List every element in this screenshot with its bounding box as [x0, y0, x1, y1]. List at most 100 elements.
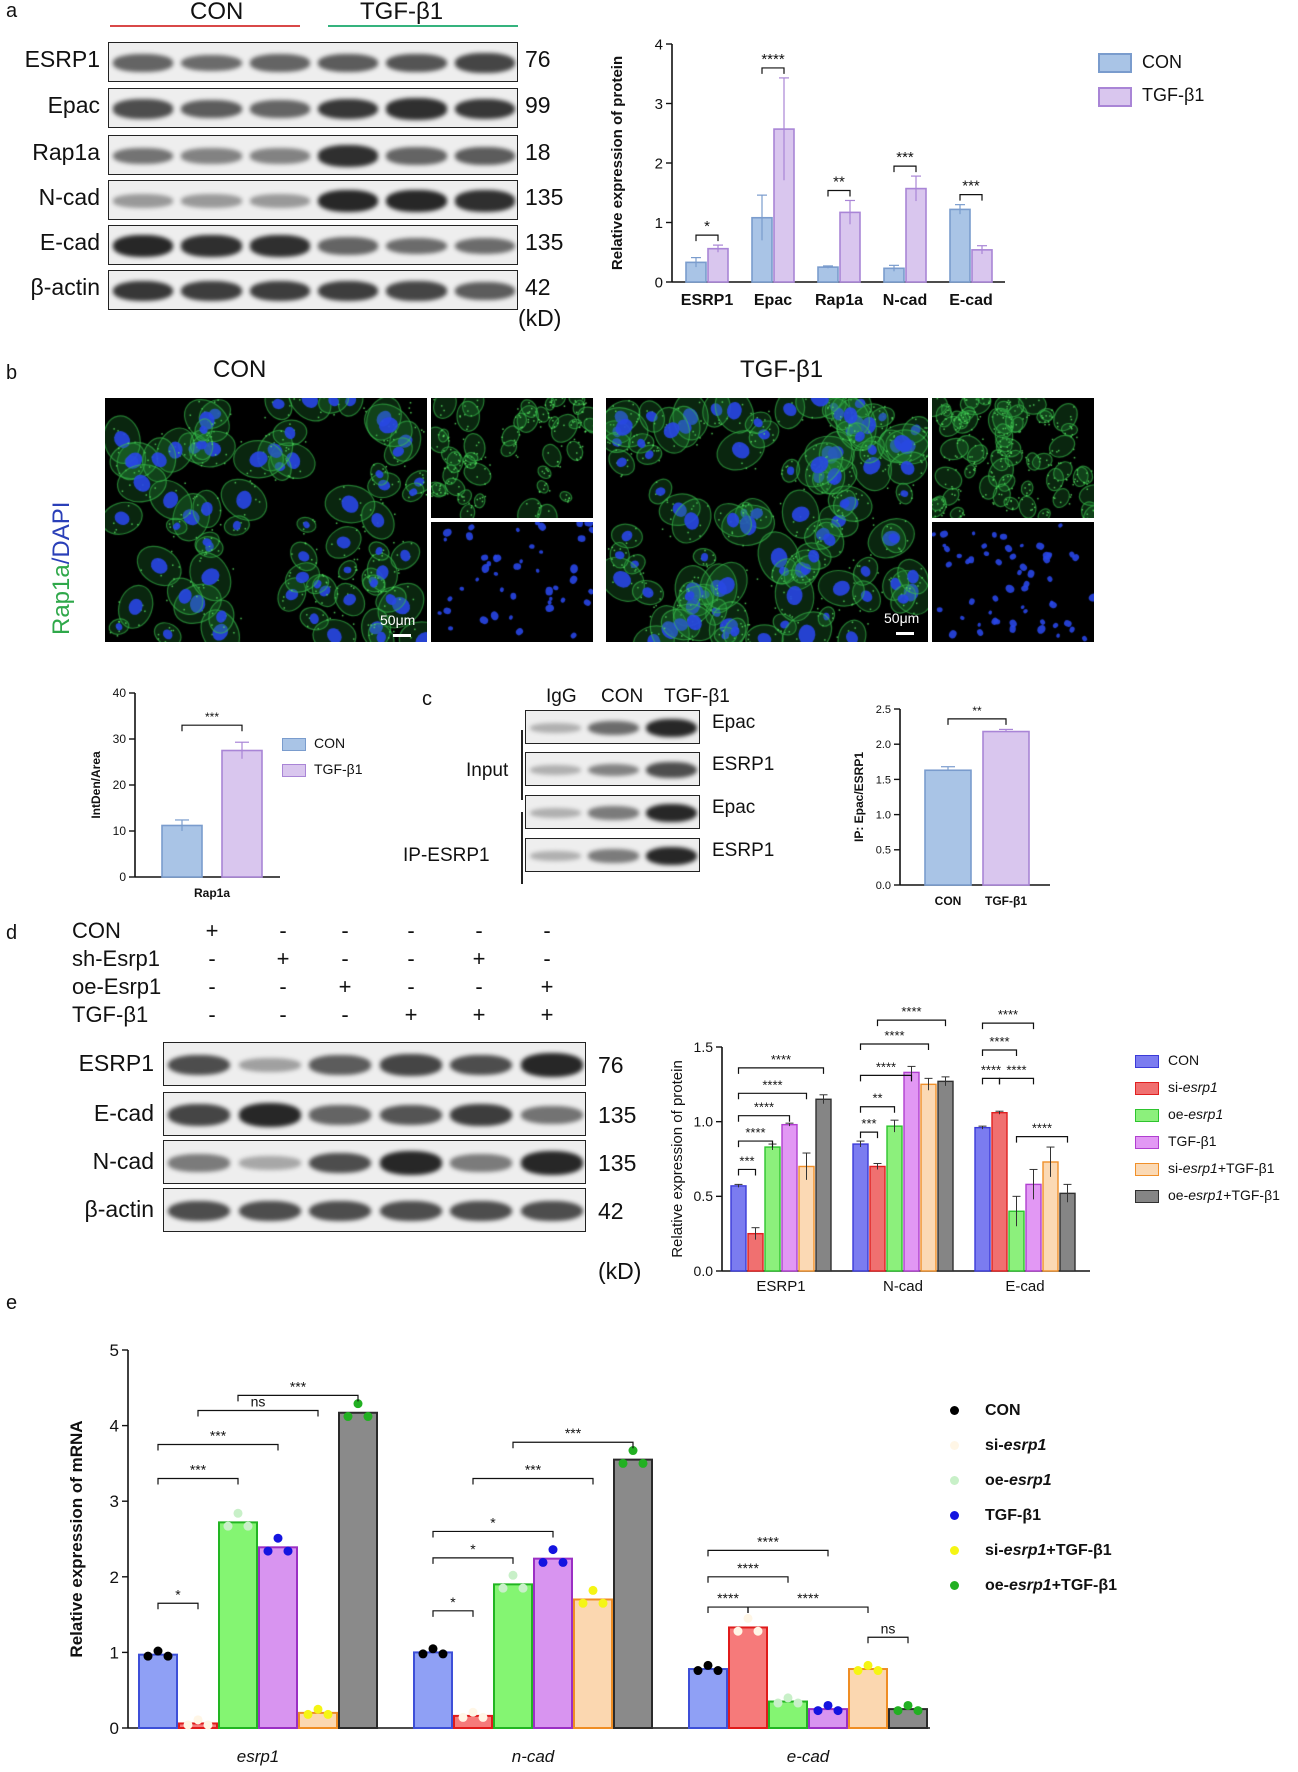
- d-bar-oe-esrp1+TGF-β1: [1059, 1192, 1076, 1272]
- e-data-point: [468, 1707, 478, 1717]
- d-sig-label: ****: [1032, 1121, 1052, 1136]
- blot-a-Epac-strip: [108, 88, 518, 128]
- blot-d-kd: 135: [598, 1150, 637, 1176]
- e-y-tick-label: 4: [110, 1417, 119, 1436]
- lane-label-tgf: TGF-β1: [664, 686, 730, 707]
- e-data-point: [353, 1399, 363, 1409]
- blot-d-ESRP1-band: [450, 1054, 513, 1076]
- e-legend-label: TGF-β1: [985, 1507, 1041, 1524]
- c-x-tick-label: TGF-β1: [985, 894, 1027, 908]
- d-legend-label: si-: [1168, 1079, 1183, 1095]
- d-sig-label: ****: [901, 1004, 921, 1019]
- e-sig-label: ***: [290, 1378, 307, 1394]
- blot-d-ESRP1-band: [520, 1052, 583, 1077]
- d-kd-unit: (kD): [598, 1258, 642, 1284]
- blot-c-Epac-band: [646, 718, 698, 738]
- d-legend-label-italic: esrp1: [1188, 1106, 1224, 1122]
- section-label-ip: IP-ESRP1: [403, 845, 490, 866]
- e-data-point: [313, 1704, 323, 1714]
- d-bar-si-esrp1: [869, 1165, 886, 1272]
- a-bar-TGF-β1: [905, 187, 927, 283]
- d-legend-label: CON: [1168, 1052, 1200, 1068]
- e-legend-label: si-: [985, 1542, 1004, 1559]
- condition-sign: +: [540, 1002, 554, 1027]
- input-bracket: [521, 730, 523, 800]
- blot-d-N-cad-band: [379, 1150, 442, 1175]
- e-sig-bracket: [747, 1606, 869, 1614]
- blot-a-N-cad-band: [386, 190, 447, 212]
- e-data-point: [273, 1533, 283, 1543]
- d-bar-si-esrp1+TGF-β1: [798, 1165, 815, 1272]
- panel-label-c: c: [422, 688, 432, 710]
- e-legend-dot: [950, 1441, 959, 1451]
- micrograph-tgf-rap1a: [932, 398, 1094, 518]
- blot-a-E-cad-band: [249, 235, 310, 257]
- blot-c-ESRP1-band: [529, 851, 581, 861]
- e-data-point: [733, 1626, 743, 1636]
- e-sig-bracket: [707, 1606, 749, 1614]
- blot-d-ESRP1-strip: [163, 1042, 586, 1086]
- stain-label-rap1a: Rap1a: [48, 564, 75, 635]
- d-sig-label: ****: [771, 1052, 791, 1067]
- legend-swatch-con: [1098, 53, 1132, 74]
- e-bar-CON: [138, 1653, 178, 1729]
- a-sig-label: ****: [761, 51, 785, 68]
- a-sig-bracket: [761, 67, 785, 74]
- e-sig-label: ns: [881, 1620, 896, 1636]
- blot-a-label: E-cad: [39, 229, 100, 255]
- blot-d-ESRP1-band: [238, 1057, 301, 1073]
- blot-d-ESRP1-band: [379, 1054, 442, 1076]
- e-sig-bracket: [472, 1477, 594, 1485]
- e-sig-bracket: [157, 1602, 199, 1610]
- chart-c-ip-ratio: 0.0 0.5 1.0 1.5 2.0 2.5 IP: Epac/ESRP1 CON TGF-β…: [852, 704, 1050, 908]
- b-bar-TGF-β1: [221, 749, 263, 878]
- e-legend-item: si-esrp1+TGF-β1: [950, 1542, 1112, 1560]
- condition-sign: -: [208, 974, 216, 999]
- e-data-point: [143, 1651, 153, 1661]
- c-y-tick-label: 0.5: [876, 845, 891, 857]
- d-sig-label: ***: [739, 1153, 754, 1168]
- stain-label: Rap1a/DAPI: [48, 502, 76, 635]
- d-legend-item: si-esrp1: [1135, 1079, 1218, 1095]
- blot-c-ESRP1-band: [529, 765, 581, 775]
- blot-a-ESRP1-band: [249, 54, 310, 72]
- e-y-tick-label: 0: [110, 1719, 119, 1738]
- e-sig-label: ****: [717, 1590, 739, 1606]
- condition-sign: +: [276, 946, 290, 971]
- condition-label: sh-Esrp1: [72, 946, 161, 971]
- blot-a-kd: 76: [525, 46, 551, 72]
- blot-c-ESRP1-band: [587, 849, 640, 863]
- blot-d-kd: 135: [598, 1102, 637, 1128]
- d-sig-label: ****: [745, 1125, 765, 1140]
- d-sig-bracket: [1015, 1136, 1069, 1143]
- e-bar-oe-esrp1: [218, 1521, 258, 1729]
- micrograph-con-merge: [105, 398, 427, 642]
- e-data-point: [743, 1613, 753, 1623]
- chart-a-legend: CON TGF-β1: [1098, 52, 1204, 107]
- b-legend-label-con: CON: [314, 735, 346, 751]
- d-sig-bracket: [981, 1077, 1001, 1085]
- d-legend-item: oe-esrp1: [1135, 1106, 1223, 1122]
- e-data-point: [183, 1720, 193, 1730]
- d-legend-label: oe-: [1168, 1106, 1189, 1122]
- e-data-point: [598, 1598, 608, 1608]
- a-sig-bracket: [959, 194, 983, 201]
- condition-sign: +: [540, 974, 554, 999]
- e-legend-dot: [950, 1406, 959, 1416]
- b-y-tick-label: 20: [113, 778, 127, 792]
- blot-c-Epac-band: [529, 808, 581, 818]
- condition-sign: -: [341, 918, 349, 943]
- e-legend-label: CON: [985, 1402, 1021, 1419]
- a-sig-label: *: [704, 218, 710, 235]
- micrograph-con-rap1a: [431, 398, 593, 518]
- scale-bar-tgf: [896, 632, 914, 635]
- legend-label-con: CON: [1142, 52, 1182, 72]
- a-sig-label: ***: [896, 149, 914, 166]
- blot-d-N-cad-band: [309, 1152, 372, 1174]
- blot-c-Epac-band: [587, 806, 640, 820]
- b-y-tick-label: 0: [119, 870, 126, 884]
- e-bar-CON: [688, 1668, 728, 1730]
- e-legend-item: oe-esrp1+TGF-β1: [950, 1577, 1117, 1595]
- blot-c-Epac-strip: [525, 710, 700, 744]
- e-data-point: [813, 1706, 823, 1716]
